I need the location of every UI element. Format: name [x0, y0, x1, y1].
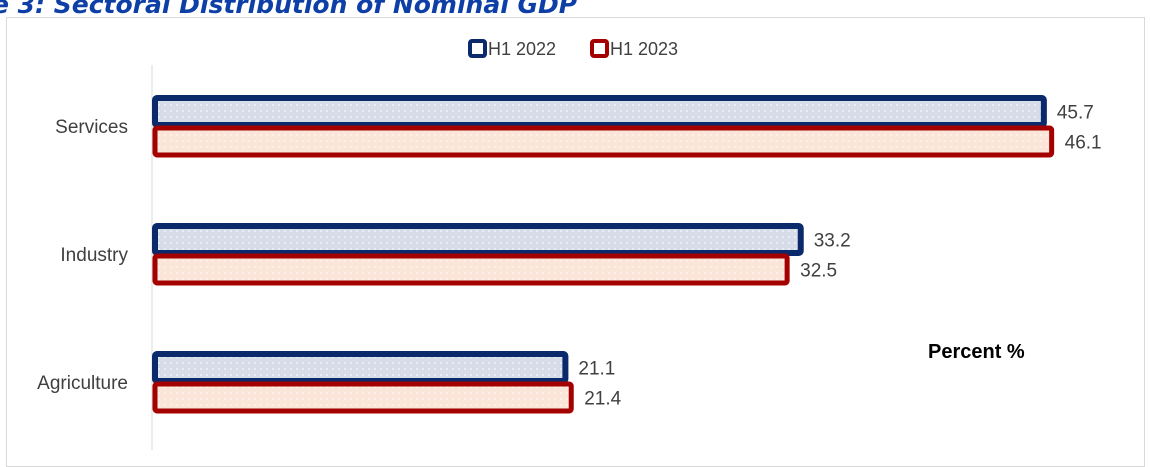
- data-label-industry-1: 32.5: [800, 261, 837, 282]
- bar-agriculture-1: [152, 381, 574, 414]
- bars-group: Services 45.7 46.1 Industry 33.2 32.5 Agricult…: [37, 95, 1102, 414]
- bar-industry-0: [152, 223, 804, 256]
- data-label-industry-0: 33.2: [814, 231, 851, 252]
- legend-swatch-1: [590, 39, 609, 58]
- category-label-industry: Industry: [60, 245, 128, 266]
- data-label-agriculture-0: 21.1: [578, 359, 615, 380]
- bar-services-1: [152, 125, 1055, 158]
- bar-services-0: [152, 95, 1047, 128]
- legend-label-1: H1 2023: [610, 39, 678, 59]
- legend: H1 2022 H1 2023: [468, 39, 678, 59]
- category-label-agriculture: Agriculture: [37, 373, 128, 394]
- bar-industry-1: [152, 253, 790, 286]
- data-label-services-1: 46.1: [1065, 133, 1102, 154]
- category-label-services: Services: [55, 117, 128, 138]
- legend-swatch-0: [468, 39, 487, 58]
- legend-label-0: H1 2022: [488, 39, 556, 59]
- data-label-services-0: 45.7: [1057, 103, 1094, 124]
- data-label-agriculture-1: 21.4: [584, 389, 621, 410]
- figure-title: e 3: Sectoral Distribution of Nominal GD…: [0, 0, 578, 18]
- bar-agriculture-0: [152, 351, 569, 384]
- unit-annotation: Percent %: [928, 341, 1025, 363]
